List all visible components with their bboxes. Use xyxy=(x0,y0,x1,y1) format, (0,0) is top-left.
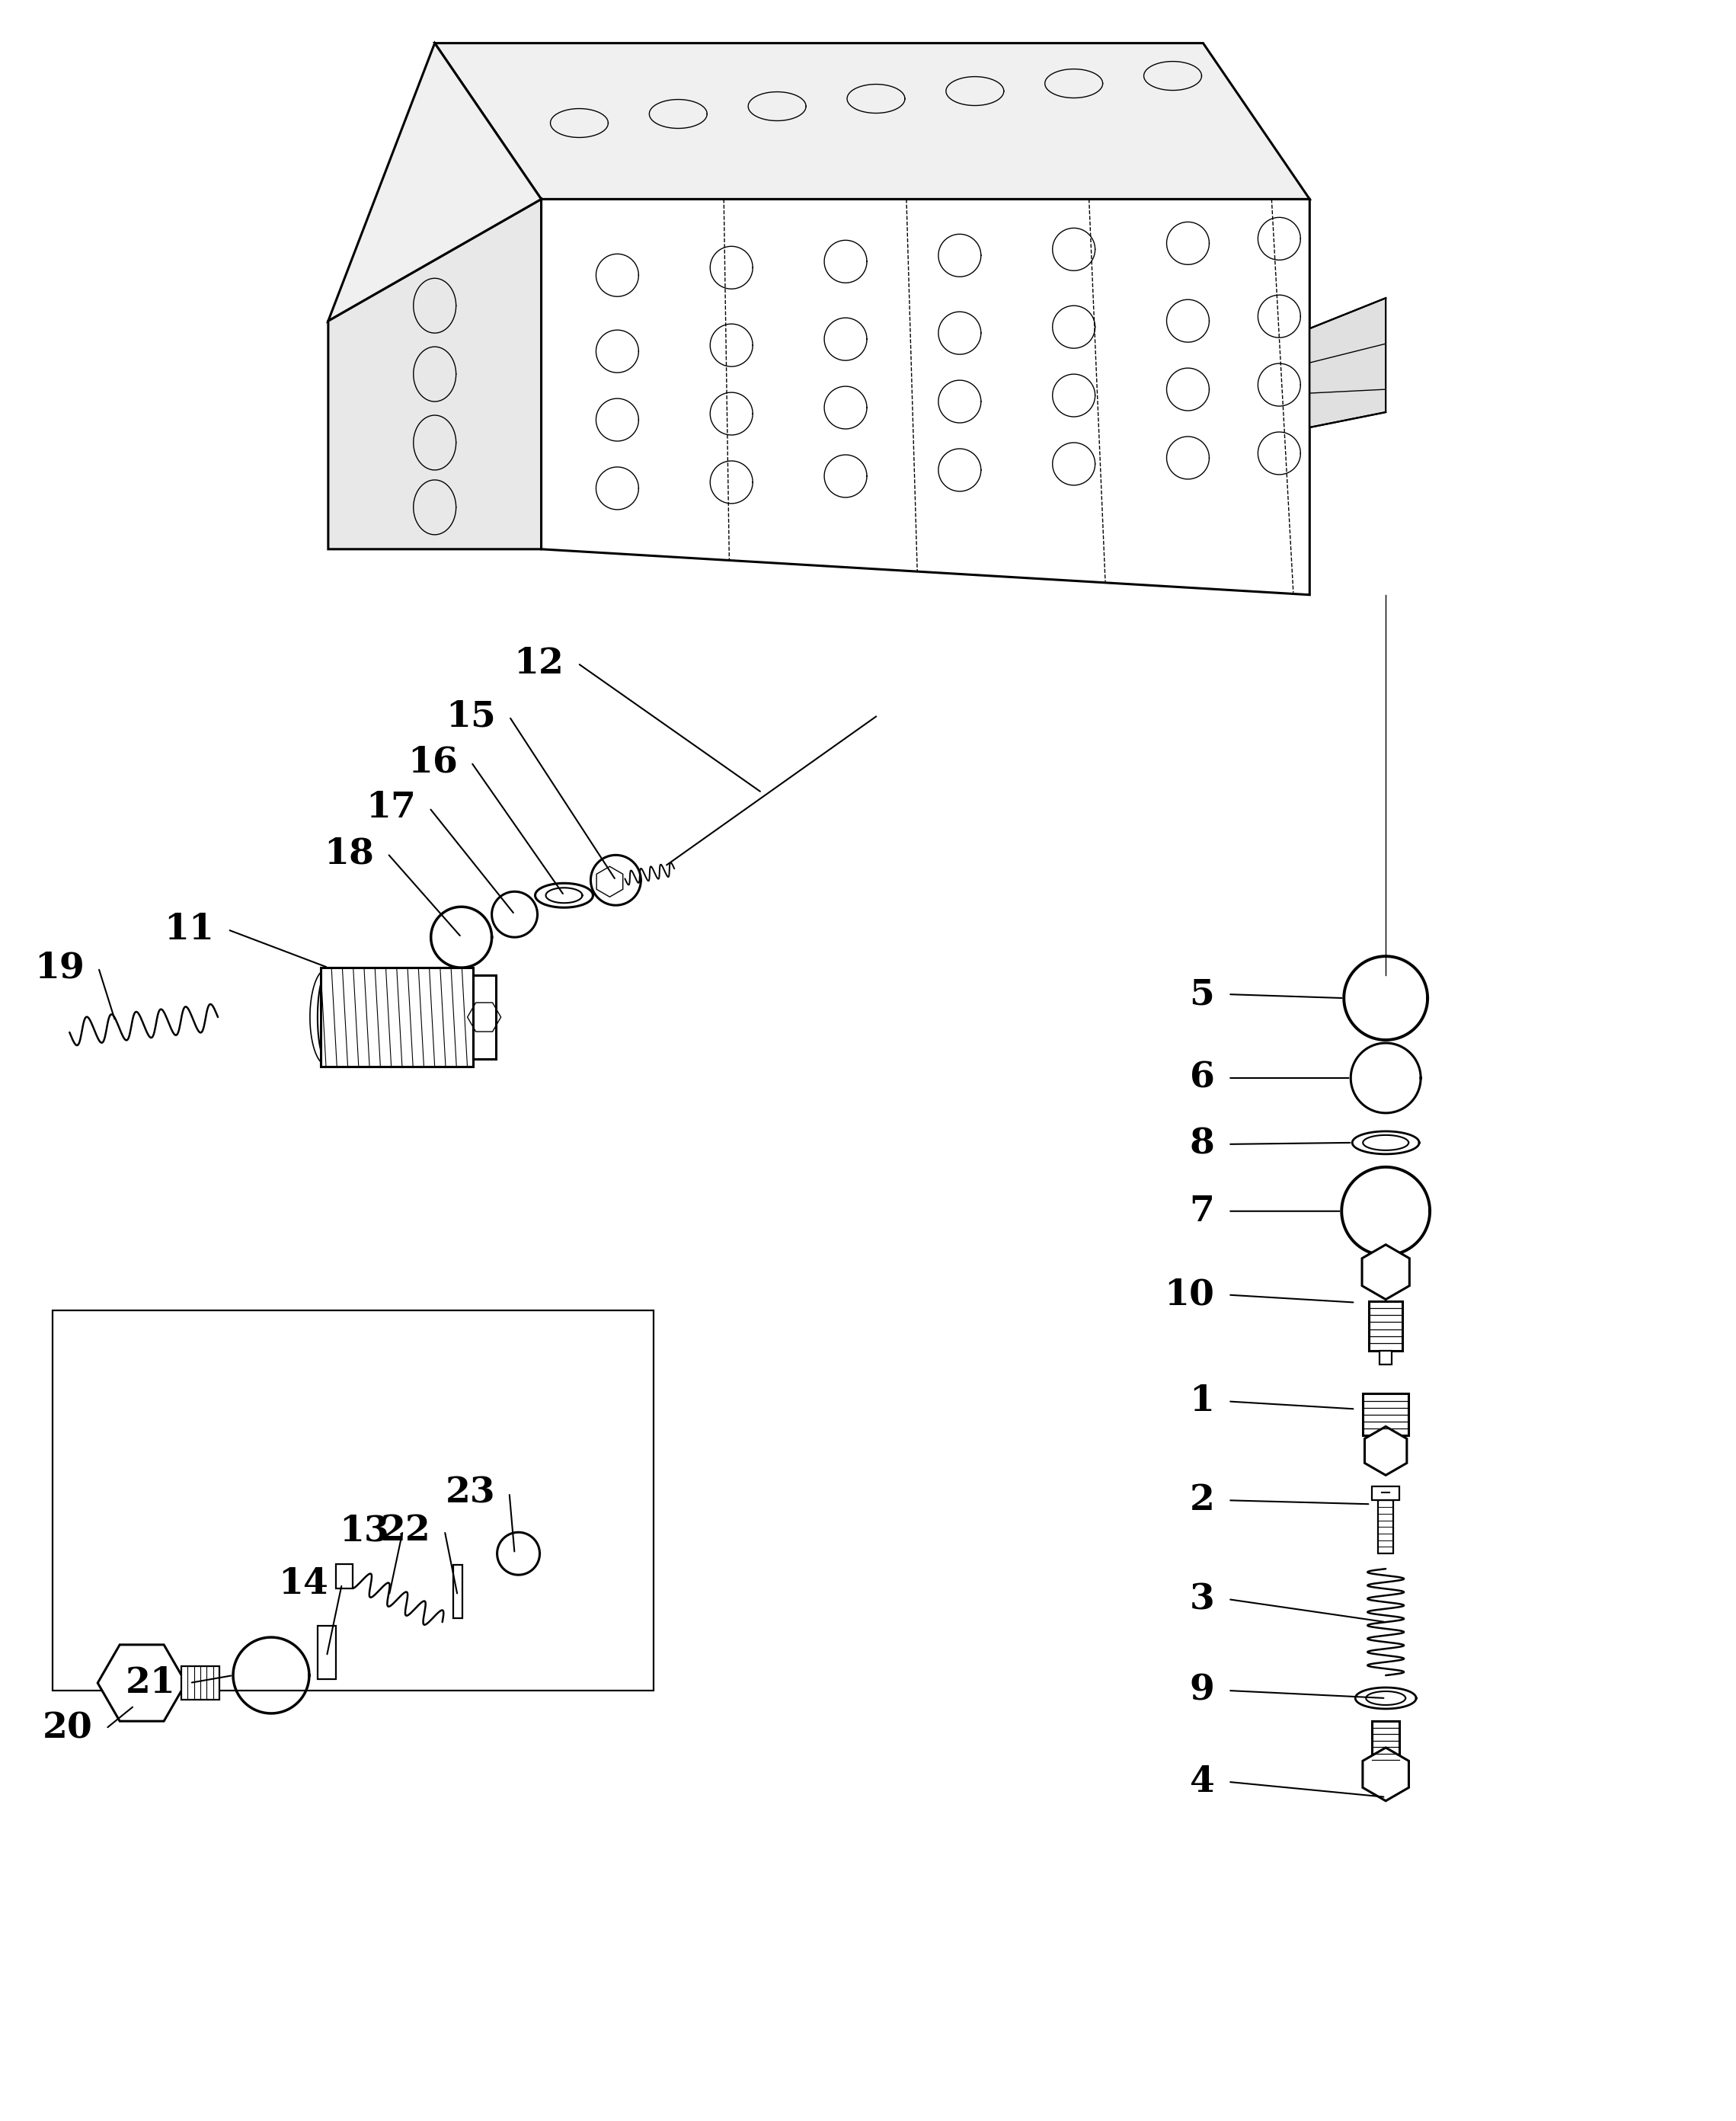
Text: 8: 8 xyxy=(1189,1126,1215,1162)
Text: 10: 10 xyxy=(1165,1277,1215,1313)
Text: 13: 13 xyxy=(339,1512,389,1548)
Polygon shape xyxy=(434,42,1309,199)
Text: 20: 20 xyxy=(42,1712,92,1746)
Text: 18: 18 xyxy=(323,836,373,872)
Text: 22: 22 xyxy=(380,1512,431,1548)
Text: 11: 11 xyxy=(163,912,214,948)
Text: 12: 12 xyxy=(514,645,564,681)
Bar xyxy=(335,1563,352,1589)
Text: 5: 5 xyxy=(1189,978,1215,1012)
Bar xyxy=(1363,1393,1408,1436)
Polygon shape xyxy=(97,1644,186,1720)
Text: 2: 2 xyxy=(1189,1483,1215,1519)
Text: 19: 19 xyxy=(35,950,85,984)
Bar xyxy=(472,976,495,1058)
Bar xyxy=(1371,1487,1399,1500)
Bar xyxy=(181,1667,219,1699)
Bar xyxy=(453,1565,462,1618)
Bar xyxy=(321,967,472,1067)
Bar xyxy=(52,1311,654,1690)
Text: 9: 9 xyxy=(1189,1673,1215,1707)
Polygon shape xyxy=(1363,1245,1410,1300)
Text: 6: 6 xyxy=(1189,1060,1215,1097)
Text: 21: 21 xyxy=(127,1665,175,1701)
Polygon shape xyxy=(1363,1748,1410,1801)
Text: 17: 17 xyxy=(366,791,415,825)
Text: 4: 4 xyxy=(1189,1765,1215,1799)
Polygon shape xyxy=(328,42,542,320)
Polygon shape xyxy=(328,199,542,549)
Text: 3: 3 xyxy=(1189,1582,1215,1616)
Polygon shape xyxy=(542,199,1309,594)
Bar xyxy=(1371,1720,1399,1767)
Text: 23: 23 xyxy=(446,1476,495,1510)
Bar xyxy=(1380,1351,1392,1364)
Text: 1: 1 xyxy=(1189,1383,1215,1419)
Polygon shape xyxy=(1364,1427,1406,1476)
Bar xyxy=(1378,1500,1394,1553)
Bar xyxy=(1370,1300,1403,1351)
Bar xyxy=(318,1627,335,1680)
Text: 14: 14 xyxy=(278,1567,328,1601)
Polygon shape xyxy=(1309,299,1385,428)
Text: 16: 16 xyxy=(408,744,458,781)
Text: 7: 7 xyxy=(1189,1194,1215,1228)
Text: 15: 15 xyxy=(446,700,495,734)
